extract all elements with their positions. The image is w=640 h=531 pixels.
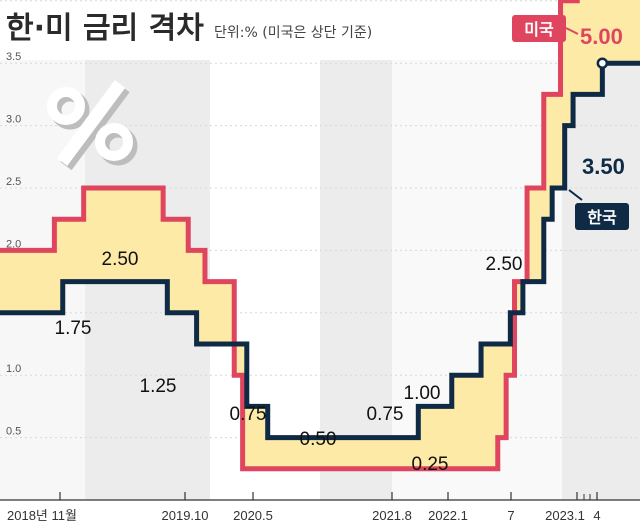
legend-kr: 3.50 한국: [568, 154, 629, 230]
x-tick-label: 4: [593, 508, 600, 523]
y-tick-label: 3.5: [6, 51, 21, 63]
legend-kr-label: 한국: [587, 208, 617, 227]
x-tick-label: 2023.1: [545, 508, 585, 523]
data-label: 0.25: [412, 454, 449, 475]
data-label: 2.50: [102, 249, 139, 270]
y-tick-label: 4.0: [6, 0, 21, 1]
band-1: [320, 60, 392, 500]
x-axis: 2018년 11월 2019.10 2020.5 2021.8 2022.1 7 2023.…: [0, 492, 640, 523]
legend-us: 미국 5.00: [512, 15, 623, 49]
percent-icon: [47, 80, 138, 171]
x-tick-label: 2022.1: [428, 508, 468, 523]
end-point-kr: [596, 57, 609, 69]
x-tick-label: 7: [507, 508, 514, 523]
legend-kr-box: [575, 203, 629, 230]
y-tick-label: 1.0: [6, 363, 21, 375]
y-tick-label: 2.5: [6, 176, 21, 188]
x-tick-label: 2019.10: [162, 508, 209, 523]
data-label: 1.75: [55, 318, 92, 339]
data-label: 0.50: [300, 429, 337, 450]
y-tick-label: 3.0: [6, 114, 21, 126]
band-2: [562, 60, 640, 500]
data-labels: 2.501.751.250.750.500.751.000.252.50: [55, 249, 523, 475]
series-line-us: [0, 0, 580, 472]
series-line-kr: [0, 60, 640, 441]
data-label: 1.00: [404, 383, 441, 404]
x-tick-label: 2020.5: [233, 508, 273, 523]
chart-subtitle: 단위:% (미국은 상단 기준): [214, 25, 372, 41]
rate-gap-fill: [0, 0, 640, 469]
legend-us-box: [512, 15, 566, 42]
end-value-kr: 3.50: [582, 154, 625, 179]
end-value-us: 5.00: [580, 24, 623, 49]
data-label: 0.75: [367, 404, 404, 425]
data-label: 1.25: [140, 376, 177, 397]
x-tick-label: 2021.8: [372, 508, 412, 523]
y-tick-label: 0.5: [6, 426, 21, 438]
data-label: 0.75: [230, 404, 267, 425]
data-label: 2.50: [486, 254, 523, 275]
chart-title: 한·미 금리 격차: [6, 11, 204, 46]
y-tick-label: 2.0: [6, 238, 21, 250]
legend-us-label: 미국: [524, 20, 554, 39]
x-tick-label: 2018년 11월: [7, 508, 77, 523]
